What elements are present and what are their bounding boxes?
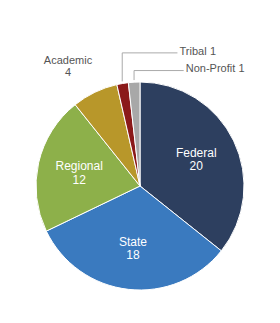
category-label: Academic	[44, 54, 93, 66]
category-label: Federal	[176, 146, 217, 160]
chart: Federal20 State18 Regional12 Academic4 Triba…	[0, 0, 280, 323]
category-label: Non-Profit	[186, 62, 236, 74]
pie: Federal20 State18 Regional12 Academic4 Triba…	[36, 45, 245, 290]
leader-line	[134, 71, 184, 81]
slice-label: Federal20	[176, 146, 217, 174]
value-label: 12	[72, 173, 86, 187]
value-label: 1	[239, 62, 245, 74]
slice-label: Non-Profit1	[186, 62, 245, 74]
slice	[117, 83, 140, 186]
slice	[128, 82, 140, 186]
category-label: State	[119, 235, 147, 249]
value-label: 20	[190, 159, 204, 173]
value-label: 1	[210, 45, 216, 57]
category-label: Tribal	[180, 45, 207, 57]
slice-label: Tribal1	[180, 45, 217, 57]
value-label: 4	[65, 66, 71, 78]
labels: Federal20 State18 Regional12 Academic4 Triba…	[44, 45, 245, 263]
leader-line	[122, 53, 177, 82]
slice-label: Regional12	[55, 159, 102, 187]
slice-label: State18	[119, 235, 147, 263]
value-label: 18	[126, 248, 140, 262]
slices	[36, 82, 244, 290]
category-label: Regional	[55, 159, 102, 173]
slice-label: Academic4	[44, 54, 93, 79]
